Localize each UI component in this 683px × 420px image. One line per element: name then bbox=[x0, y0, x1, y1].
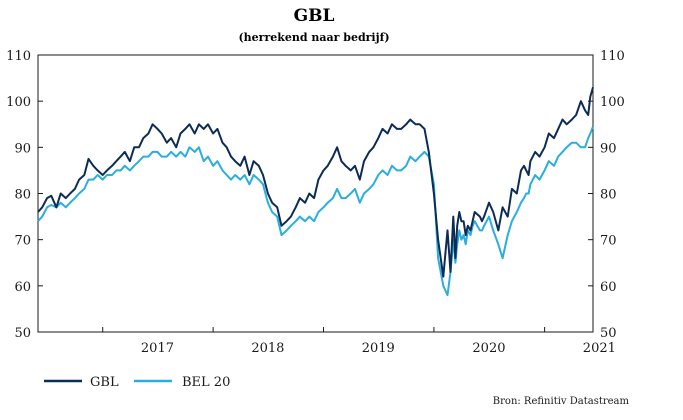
y-tick-label: 90 bbox=[14, 141, 31, 156]
chart-title: GBL bbox=[294, 6, 335, 26]
x-tick-label: 2021 bbox=[583, 341, 616, 356]
x-tick-label: 2020 bbox=[472, 341, 505, 356]
series-line-gbl bbox=[37, 87, 594, 278]
x-tick-label: 2019 bbox=[362, 341, 395, 356]
x-axis: 2017 2018 2019 2020 2021 bbox=[102, 327, 616, 356]
y-tick-label: 100 bbox=[6, 95, 31, 110]
legend-label-bel20: BEL 20 bbox=[182, 375, 230, 390]
y-tick-label: 110 bbox=[600, 49, 625, 64]
y-tick-label: 60 bbox=[14, 280, 31, 295]
y-tick-label: 70 bbox=[14, 234, 31, 249]
y-tick-label: 90 bbox=[600, 141, 617, 156]
y-axis-left: 50 60 70 80 90 100 110 bbox=[6, 49, 43, 341]
y-axis-right: 50 60 70 80 90 100 110 bbox=[588, 49, 625, 341]
y-tick-label: 80 bbox=[600, 188, 617, 203]
x-tick-label: 2018 bbox=[251, 341, 284, 356]
y-tick-label: 70 bbox=[600, 234, 617, 249]
y-tick-label: 60 bbox=[600, 280, 617, 295]
legend: GBL BEL 20 bbox=[44, 375, 230, 390]
y-tick-label: 80 bbox=[14, 188, 31, 203]
x-tick-label: 2017 bbox=[141, 341, 174, 356]
chart-subtitle: (herrekend naar bedrijf) bbox=[238, 31, 389, 44]
y-tick-label: 110 bbox=[6, 49, 31, 64]
legend-label-gbl: GBL bbox=[90, 375, 119, 390]
series-line-bel20 bbox=[37, 126, 594, 297]
y-tick-label: 50 bbox=[600, 326, 617, 341]
y-tick-label: 100 bbox=[600, 95, 625, 110]
series-layer bbox=[37, 87, 594, 297]
y-tick-label: 50 bbox=[14, 326, 31, 341]
source-note: Bron: Refinitiv Datastream bbox=[493, 396, 630, 407]
